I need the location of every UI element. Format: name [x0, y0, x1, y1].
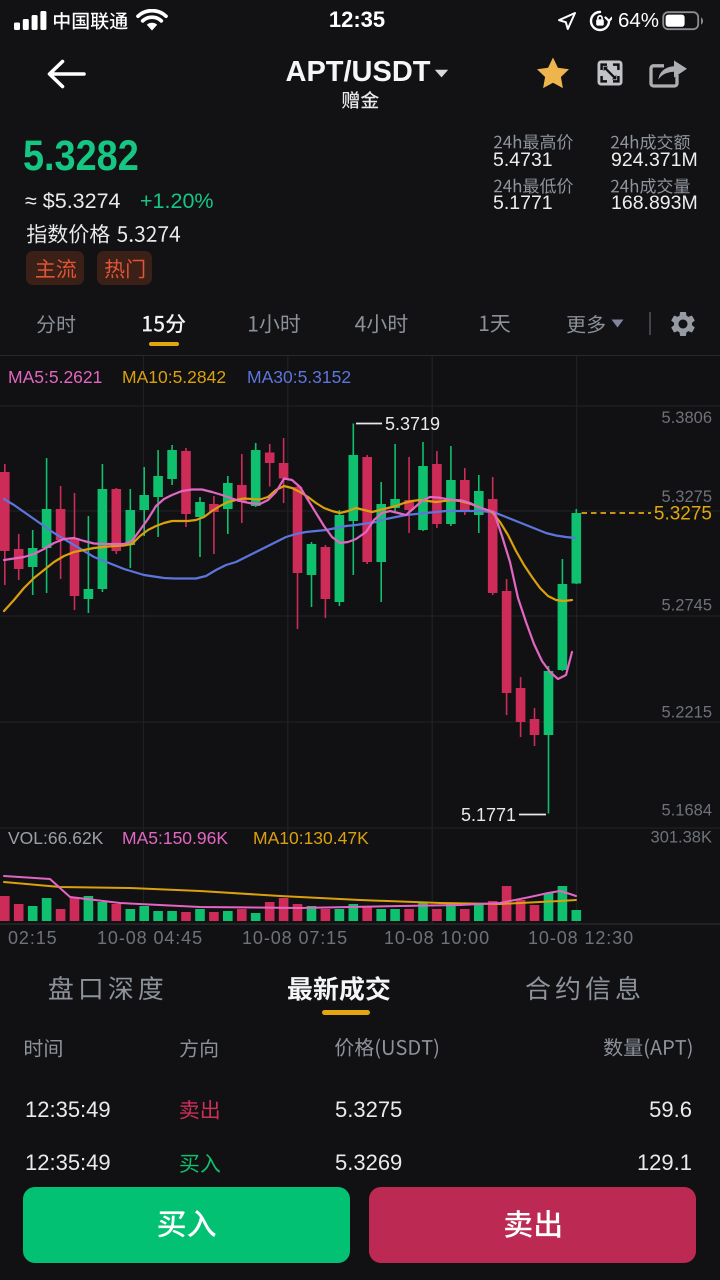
- svg-text:5.3719: 5.3719: [385, 414, 440, 434]
- svg-text:5.1771: 5.1771: [461, 805, 516, 825]
- svg-text:10-08 12:30: 10-08 12:30: [528, 928, 634, 948]
- svg-text:5.1684: 5.1684: [662, 802, 712, 820]
- svg-text:10-08 10:00: 10-08 10:00: [384, 928, 490, 948]
- svg-text:5.3806: 5.3806: [662, 409, 712, 427]
- svg-text:5.3275: 5.3275: [662, 488, 712, 506]
- svg-text:02:15: 02:15: [8, 928, 58, 948]
- svg-text:5.2215: 5.2215: [662, 704, 712, 722]
- svg-text:10-08 04:45: 10-08 04:45: [97, 928, 203, 948]
- svg-text:5.2745: 5.2745: [662, 597, 712, 615]
- svg-text:10-08 07:15: 10-08 07:15: [242, 928, 348, 948]
- svg-text:5.3275: 5.3275: [654, 504, 712, 525]
- svg-text:301.38K: 301.38K: [651, 829, 712, 847]
